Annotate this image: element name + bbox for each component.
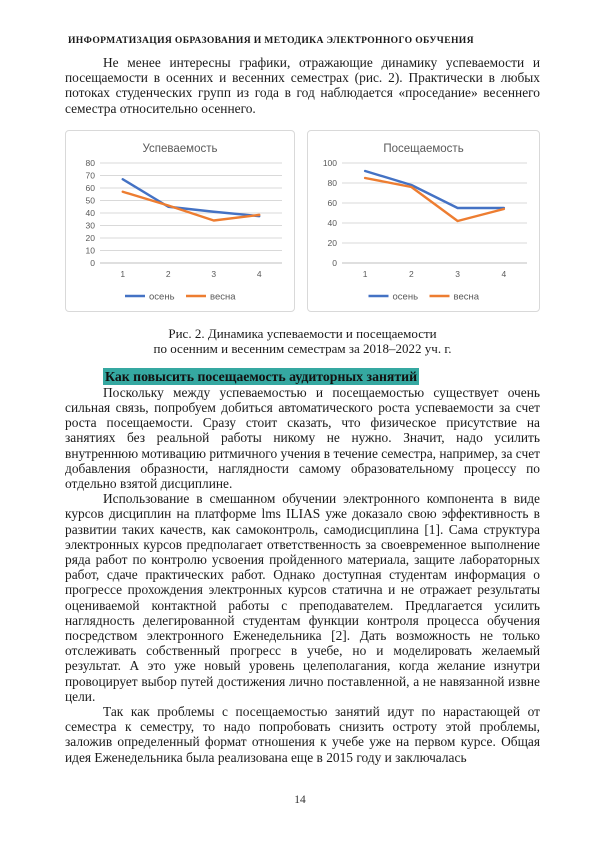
series-line-весна	[363, 176, 506, 223]
y-axis-tick-label: 50	[86, 195, 96, 205]
running-header: ИНФОРМАТИЗАЦИЯ ОБРАЗОВАНИЯ И МЕТОДИКА ЭЛ…	[68, 35, 474, 46]
line-chart-svg: Успеваемость 0 10 20 30 40 50 60 70 80 1 2 3 4 осень ве…	[86, 143, 282, 302]
page-number: 14	[294, 794, 306, 806]
x-axis-tick-label: 4	[502, 269, 507, 279]
chart-performance: Успеваемость 0 10 20 30 40 50 60 70 80 1 2 3 4 осень ве…	[65, 129, 295, 312]
legend-label-осень: осень	[393, 291, 419, 302]
paragraph-motivation: Поскольку между успеваемостью и посещаем…	[65, 384, 540, 492]
legend-label-весна: весна	[210, 291, 236, 302]
series-line-осень	[363, 169, 506, 210]
paragraph-weekly-planner: Так как проблемы с посещаемостью занятий…	[65, 704, 540, 765]
x-axis-tick-label: 2	[166, 269, 171, 279]
chart-attendance: Посещаемость 0 20 40 60 80 100 1 2 3 4 осень весна	[307, 129, 540, 312]
y-axis-tick-label: 40	[328, 218, 338, 228]
figure-charts: Успеваемость 0 10 20 30 40 50 60 70 80 1 2 3 4 осень ве…	[65, 129, 540, 312]
chart-title: Успеваемость	[143, 143, 218, 155]
x-axis-tick-label: 1	[120, 269, 125, 279]
figure-caption: Рис. 2. Динамика успеваемости и посещаем…	[65, 326, 540, 357]
y-axis-tick-label: 0	[90, 258, 95, 268]
y-axis-tick-label: 60	[328, 198, 338, 208]
series-line-осень	[121, 177, 261, 218]
y-axis-tick-label: 70	[86, 170, 96, 180]
y-axis-tick-label: 10	[86, 245, 96, 255]
figure-caption-line1: Рис. 2. Динамика успеваемости и посещаем…	[168, 325, 437, 341]
x-axis-tick-label: 3	[455, 269, 460, 279]
y-axis-tick-label: 20	[86, 233, 96, 243]
y-axis-tick-label: 30	[86, 220, 96, 230]
y-axis-tick-label: 80	[86, 158, 96, 168]
section-heading: Как повысить посещаемость аудиторных зан…	[65, 367, 540, 385]
section-heading-text: Как повысить посещаемость аудиторных зан…	[103, 367, 420, 385]
y-axis-tick-label: 20	[328, 238, 338, 248]
line-chart-svg: Посещаемость 0 20 40 60 80 100 1 2 3 4 осень весна	[323, 143, 527, 302]
y-axis-tick-label: 80	[328, 178, 338, 188]
legend-label-осень: осень	[149, 291, 175, 302]
y-axis-tick-label: 60	[86, 183, 96, 193]
series-line-весна	[121, 190, 261, 222]
chart-title: Посещаемость	[383, 143, 463, 155]
paragraph-ilias: Использование в смешанном обучении элект…	[65, 491, 540, 704]
x-axis-tick-label: 3	[211, 269, 216, 279]
y-axis-tick-label: 40	[86, 208, 96, 218]
x-axis-tick-label: 4	[257, 269, 262, 279]
legend-label-весна: весна	[454, 291, 480, 302]
x-axis-tick-label: 2	[409, 269, 414, 279]
figure-caption-line2: по осенним и весенним семестрам за 2018–…	[153, 341, 452, 357]
x-axis-tick-label: 1	[363, 269, 368, 279]
y-axis-tick-label: 100	[323, 158, 337, 168]
y-axis-tick-label: 0	[332, 258, 337, 268]
paragraph-intro: Не менее интересны графики, отражающие д…	[65, 55, 540, 116]
